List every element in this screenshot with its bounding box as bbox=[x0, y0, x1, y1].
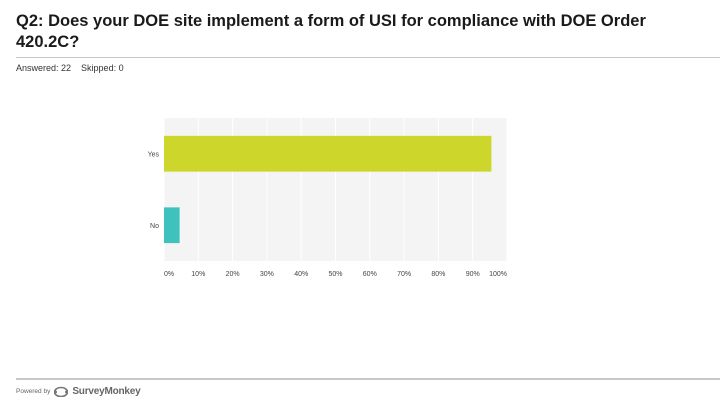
x-tick-label: 10% bbox=[191, 271, 205, 278]
x-tick-label: 20% bbox=[226, 271, 240, 278]
x-tick-label: 40% bbox=[294, 271, 308, 278]
question-title: Q2: Does your DOE site implement a form … bbox=[16, 12, 646, 51]
footer: Powered by SurveyMonkey bbox=[16, 385, 141, 397]
category-label-yes: Yes bbox=[148, 151, 160, 158]
response-stats: Answered: 22 Skipped: 0 bbox=[16, 63, 124, 73]
skipped-count: Skipped: 0 bbox=[81, 63, 124, 73]
x-tick-label: 100% bbox=[489, 271, 507, 278]
bar-no bbox=[164, 207, 180, 244]
answered-count: Answered: 22 bbox=[16, 63, 72, 73]
x-tick-label: 70% bbox=[397, 271, 411, 278]
x-tick-label: 0% bbox=[164, 271, 174, 278]
x-tick-label: 60% bbox=[363, 271, 377, 278]
x-tick-label: 30% bbox=[260, 271, 274, 278]
category-label-no: No bbox=[150, 223, 159, 230]
powered-by-text: Powered by bbox=[16, 387, 51, 395]
x-tick-label: 50% bbox=[328, 271, 342, 278]
footer-divider bbox=[16, 378, 720, 380]
x-tick-label: 90% bbox=[466, 271, 480, 278]
header-divider bbox=[16, 57, 720, 58]
bar-yes bbox=[164, 135, 492, 172]
brand-name: SurveyMonkey bbox=[72, 385, 141, 397]
surveymonkey-logo-icon bbox=[54, 386, 69, 397]
x-tick-label: 80% bbox=[431, 271, 445, 278]
